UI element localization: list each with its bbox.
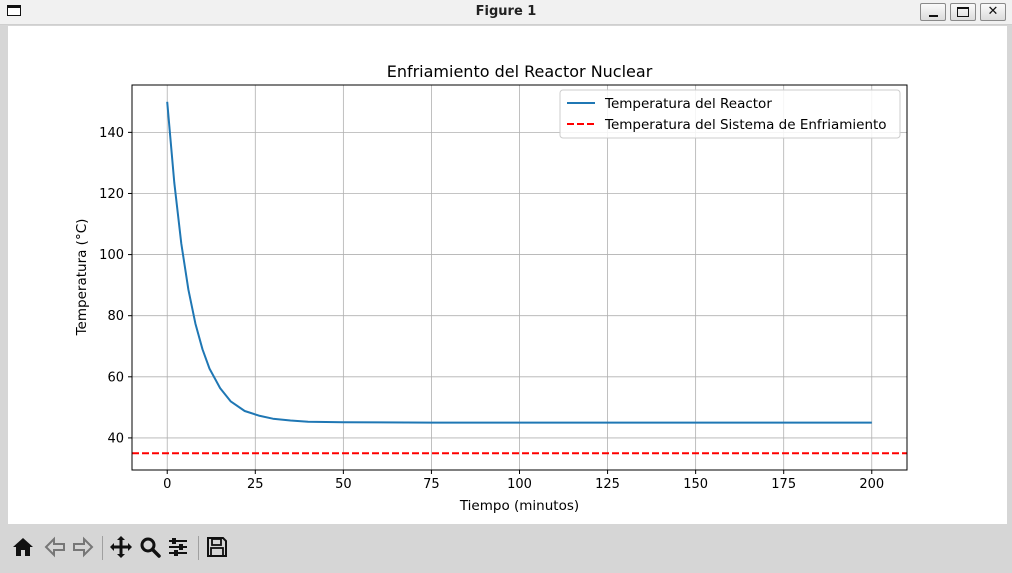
x-tick-label: 25 <box>247 477 264 492</box>
x-tick-label: 50 <box>335 477 352 492</box>
forward-arrow-icon <box>73 536 94 558</box>
x-tick-label: 175 <box>771 477 796 492</box>
subplots-config-icon <box>169 538 187 556</box>
home-icon <box>13 538 33 556</box>
x-axis-label: Tiempo (minutos) <box>459 498 579 514</box>
configure-subplots-button[interactable] <box>165 534 191 560</box>
legend-label-cooling: Temperatura del Sistema de Enfriamiento <box>604 117 887 133</box>
forward-button[interactable] <box>70 534 96 560</box>
back-button[interactable] <box>42 534 68 560</box>
navigation-toolbar <box>0 524 1012 573</box>
pan-icon <box>110 536 132 558</box>
maximize-button[interactable] <box>950 3 976 21</box>
legend-label-reactor: Temperatura del Reactor <box>604 96 772 112</box>
y-tick-label: 80 <box>107 309 124 324</box>
minimize-button[interactable] <box>920 3 946 21</box>
figure-canvas[interactable]: 0 25 50 75 100 125 150 175 200 40 60 80 100 120 140 En… <box>8 26 1007 524</box>
x-tick-label: 100 <box>507 477 532 492</box>
y-axis-label: Temperatura (°C) <box>74 219 90 337</box>
minimize-icon <box>929 15 938 17</box>
legend: Temperatura del Reactor Temperatura del … <box>559 89 901 139</box>
ticks: 0 25 50 75 100 125 150 175 200 40 60 80 100 120 140 <box>99 126 884 492</box>
save-icon <box>207 537 227 557</box>
chart: 0 25 50 75 100 125 150 175 200 40 60 80 100 120 140 En… <box>74 62 908 514</box>
zoom-button[interactable] <box>137 534 163 560</box>
window-title: Figure 1 <box>475 4 537 19</box>
pan-button[interactable] <box>108 534 134 560</box>
back-arrow-icon <box>44 536 65 558</box>
y-tick-label: 120 <box>99 187 124 202</box>
x-tick-label: 150 <box>683 477 708 492</box>
y-tick-label: 60 <box>107 370 124 385</box>
save-button[interactable] <box>204 534 230 560</box>
window-icon <box>7 5 21 16</box>
maximize-icon <box>957 7 969 17</box>
x-tick-label: 125 <box>595 477 620 492</box>
y-tick-label: 40 <box>107 431 124 446</box>
close-icon: ✕ <box>987 4 999 19</box>
y-tick-label: 140 <box>99 126 124 141</box>
zoom-icon <box>140 537 161 558</box>
home-button[interactable] <box>10 534 36 560</box>
toolbar-separator <box>198 536 199 560</box>
x-tick-label: 200 <box>859 477 884 492</box>
chart-title: Enfriamiento del Reactor Nuclear <box>387 62 653 81</box>
x-tick-label: 75 <box>423 477 440 492</box>
toolbar-separator <box>102 536 103 560</box>
series-layer <box>132 101 907 455</box>
close-button[interactable]: ✕ <box>980 3 1006 21</box>
x-tick-label: 0 <box>163 477 171 492</box>
legend-box <box>559 89 901 139</box>
y-tick-label: 100 <box>99 248 124 263</box>
title-bar: Figure 1 ✕ <box>0 0 1012 25</box>
reactor-temperature-line <box>166 101 872 424</box>
